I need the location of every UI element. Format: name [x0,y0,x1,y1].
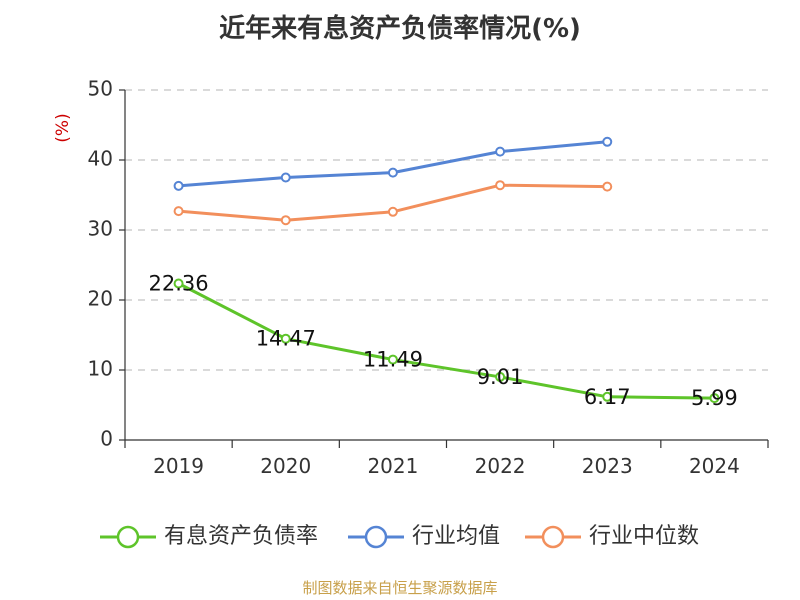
x-tick-label-2023: 2023 [582,454,633,478]
data-label-2021: 11.49 [363,348,423,372]
legend-label-2: 行业中位数 [589,524,699,549]
series-line-1 [178,140,608,188]
x-tick-label-2024: 2024 [689,454,740,478]
y-tick-label-40: 40 [88,147,113,171]
data-point-0-2021 [387,354,398,365]
grid-lines [125,89,768,371]
data-point-1-2023 [602,136,613,147]
data-point-2-2023 [602,181,613,192]
data-point-1-2019 [173,180,184,191]
y-tick-label-50: 50 [88,77,113,101]
data-label-2019: 22.36 [149,271,209,295]
legend: 有息资产负债率 行业均值 行业中位数 [100,524,699,549]
data-point-2-2019 [173,206,184,217]
data-point-0-2020 [280,333,291,344]
data-labels: 22.36 14.47 11.49 9.01 6.17 5.99 [149,271,738,410]
data-point-0-2024 [709,393,720,404]
x-tick-label-2019: 2019 [153,454,204,478]
data-label-2024: 5.99 [691,386,738,410]
y-tick-label-10: 10 [88,357,113,381]
series-lines [173,136,720,404]
data-point-0-2022 [495,371,506,382]
data-point-2-2020 [280,215,291,226]
data-label-2020: 14.47 [256,327,316,351]
y-axis-unit-label: (%) [53,113,73,142]
legend-marker-1 [364,525,388,549]
data-label-2023: 6.17 [584,385,631,409]
y-tick-label-20: 20 [88,287,113,311]
legend-marker-0 [116,525,140,549]
x-tick-label-2022: 2022 [475,454,526,478]
data-point-1-2022 [495,146,506,157]
legend-marker-2 [541,525,565,549]
data-point-0-2019 [173,278,184,289]
data-point-2-2021 [387,206,398,217]
data-point-0-2023 [602,391,613,402]
data-label-2022: 9.01 [477,365,524,389]
data-point-1-2020 [280,172,291,183]
x-tick-label-2020: 2020 [260,454,311,478]
axes: 0 10 20 30 40 50 2019 2020 2021 2022 2023 2024 [88,77,769,478]
legend-label-1: 行业均值 [412,524,500,549]
x-tick-label-2021: 2021 [367,454,418,478]
data-point-1-2021 [387,167,398,178]
data-point-2-2022 [495,180,506,191]
chart-source-note: 制图数据来自恒生聚源数据库 [302,579,498,597]
series-line-0 [177,282,715,400]
chart-title: 近年来有息资产负债率情况(%) [219,14,581,44]
y-tick-label-0: 0 [100,427,113,451]
legend-label-0: 有息资产负债率 [164,524,318,549]
y-tick-label-30: 30 [88,217,113,241]
